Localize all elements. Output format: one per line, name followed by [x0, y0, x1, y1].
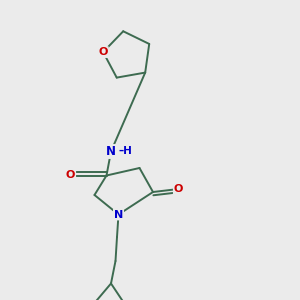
Text: N: N: [114, 209, 123, 220]
Text: O: O: [66, 170, 75, 181]
Text: O: O: [98, 47, 108, 57]
Text: N: N: [106, 145, 116, 158]
Text: O: O: [174, 184, 183, 194]
Text: –H: –H: [118, 146, 132, 156]
